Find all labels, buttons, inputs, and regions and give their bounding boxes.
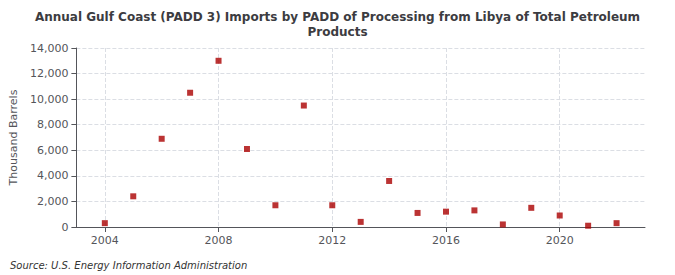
svg-text:0: 0 [61,221,68,234]
svg-text:2020: 2020 [546,234,574,247]
svg-text:12,000: 12,000 [30,67,69,80]
svg-text:4,000: 4,000 [37,169,69,182]
svg-text:2004: 2004 [91,234,119,247]
svg-text:10,000: 10,000 [30,93,69,106]
svg-text:Products: Products [307,25,367,39]
svg-text:2016: 2016 [432,234,460,247]
svg-text:14,000: 14,000 [30,42,69,55]
svg-text:2,000: 2,000 [37,195,69,208]
svg-text:Source: U.S. Energy Informatio: Source: U.S. Energy Information Administ… [10,260,247,271]
svg-text:2012: 2012 [318,234,346,247]
svg-text:Thousand Barrels: Thousand Barrels [7,89,20,186]
svg-text:2008: 2008 [205,234,233,247]
svg-text:Annual Gulf Coast (PADD 3) Imp: Annual Gulf Coast (PADD 3) Imports by PA… [35,10,640,24]
svg-text:8,000: 8,000 [37,118,69,131]
svg-text:6,000: 6,000 [37,144,69,157]
